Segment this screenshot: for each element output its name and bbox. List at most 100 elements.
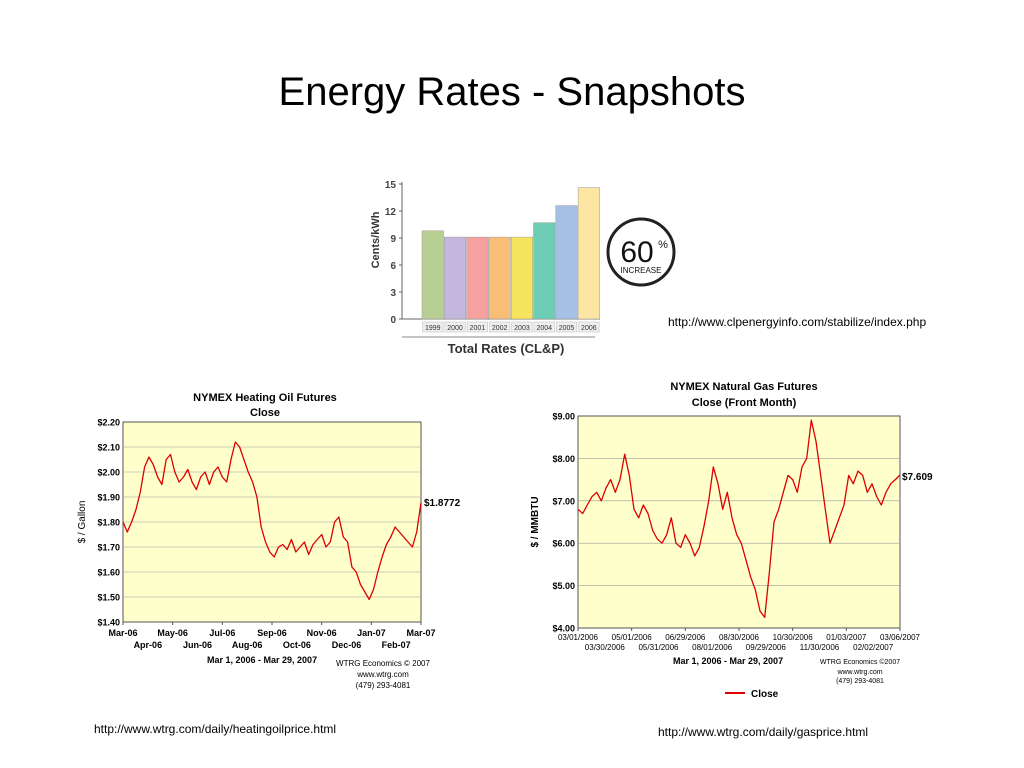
increase-badge: 60 % INCREASE (606, 217, 676, 287)
natural-gas-xtick-label: 09/29/2006 (746, 643, 787, 652)
total-rates-xtick-box (466, 321, 488, 333)
total-rates-xtick-label: 2003 (514, 325, 530, 332)
heating-oil-ytick-label: $2.20 (97, 418, 120, 428)
natural-gas-xtick-label: 11/30/2006 (800, 643, 840, 652)
total-rates-xtick-box (556, 321, 578, 333)
total-rates-xtick-label: 2004 (536, 325, 552, 332)
natural-gas-plot-area (577, 415, 901, 629)
total-rates-ytick-label: 15 (385, 180, 397, 191)
heating-oil-daterange: Mar 1, 2006 - Mar 29, 2007 (207, 655, 317, 665)
natural-gas-credit-3: (479) 293-4081 (836, 678, 884, 685)
total-rates-xtick-label: 2000 (447, 325, 463, 332)
heating-oil-last-label: $1.8772 (424, 498, 461, 509)
natural-gas-xtick-label: 03/01/2006 (558, 633, 599, 642)
natural-gas-ytick-label: $6.00 (552, 539, 575, 549)
heating-oil-xtick-label: Feb-07 (382, 640, 411, 650)
natural-gas-xtick-label: 03/06/2007 (880, 633, 921, 642)
heating-oil-xtick-label: Nov-06 (307, 628, 337, 638)
total-rates-xtick-box (578, 321, 600, 333)
total-rates-ytick-label: 9 (390, 234, 396, 245)
natural-gas-credit-2: www.wtrg.com (836, 669, 882, 676)
badge-percent: % (658, 239, 668, 251)
natural-gas-series-line (577, 419, 901, 619)
total-rates-xtick-box (422, 321, 444, 333)
total-rates-bar (421, 230, 444, 320)
heating-oil-source-link[interactable]: http://www.wtrg.com/daily/heatingoilpric… (94, 722, 337, 736)
natural-gas-xtick-label: 06/29/2006 (665, 633, 706, 642)
heating-oil-xtick-label: Mar-06 (108, 628, 137, 638)
heating-oil-xtick-label: May-06 (157, 628, 188, 638)
total-rates-xtick-box (511, 321, 533, 333)
heating-oil-ytick-label: $1.70 (97, 543, 120, 553)
heating-oil-xtick-label: Sep-06 (257, 628, 287, 638)
heating-oil-xtick-label: Jan-07 (357, 628, 386, 638)
natural-gas-ytick-label: $8.00 (552, 454, 575, 464)
heating-oil-series-line (122, 441, 422, 601)
gas-source-link[interactable]: http://www.wtrg.com/daily/gasprice.html (658, 725, 869, 739)
natural-gas-xtick-label: 08/30/2006 (719, 633, 760, 642)
badge-text: INCREASE (621, 266, 662, 275)
heating-oil-ytick-label: $1.90 (97, 493, 120, 503)
heating-oil-xtick-label: Jun-06 (183, 640, 212, 650)
total-rates-bar (488, 236, 511, 320)
natural-gas-xtick-label: 02/02/2007 (853, 643, 894, 652)
natural-gas-ylabel: $ / MMBTU (530, 496, 541, 547)
total-rates-ytick-label: 3 (390, 288, 396, 299)
slide-title: Energy Rates - Snapshots (278, 70, 746, 114)
total-rates-xtick-box (489, 321, 511, 333)
total-rates-xtick-label: 2001 (470, 325, 486, 332)
total-rates-plot: 0 3 6 9 12 15 1999 2000 2001 2002 2003 2004 2005 2006 (385, 180, 600, 338)
heating-oil-ytick-label: $1.60 (97, 568, 120, 578)
heating-oil-credit-1: WTRG Economics © 2007 (336, 659, 430, 668)
total-rates-bar (555, 205, 578, 320)
total-rates-bar (577, 187, 600, 320)
total-rates-chart: 0 3 6 9 12 15 1999 2000 2001 2002 2003 2004 2005 2006… (370, 180, 676, 356)
heating-oil-ytick-label: $1.80 (97, 518, 120, 528)
natural-gas-ytick-label: $4.00 (552, 624, 575, 634)
total-rates-xtick-label: 2005 (559, 325, 575, 332)
heating-oil-xtick-label: Jul-06 (209, 628, 235, 638)
heating-oil-chart: NYMEX Heating Oil Futures Close $2.20 $2.… (77, 392, 461, 690)
heating-oil-title: NYMEX Heating Oil Futures (193, 392, 337, 404)
natural-gas-xtick-label: 01/03/2007 (826, 633, 867, 642)
total-rates-xtick-label: 2006 (581, 325, 597, 332)
natural-gas-daterange: Mar 1, 2006 - Mar 29, 2007 (673, 656, 783, 666)
badge-number: 60 (620, 236, 653, 269)
natural-gas-legend-label: Close (751, 689, 779, 700)
natural-gas-title: NYMEX Natural Gas Futures (670, 381, 817, 393)
natural-gas-chart: NYMEX Natural Gas Futures Close (Front M… (530, 381, 933, 700)
heating-oil-credit-3: (479) 293-4081 (356, 681, 411, 690)
heating-oil-ytick-label: $2.00 (97, 468, 120, 478)
heating-oil-xtick-label: Oct-06 (283, 640, 311, 650)
heating-oil-xtick-label: Apr-06 (134, 640, 163, 650)
heating-oil-credit-2: www.wtrg.com (356, 670, 409, 679)
total-rates-xtick-label: 1999 (425, 325, 441, 332)
total-rates-xtick-box (533, 321, 555, 333)
total-rates-bar (444, 236, 467, 320)
natural-gas-xtick-label: 05/01/2006 (612, 633, 653, 642)
total-rates-ytick-label: 6 (390, 261, 396, 272)
natural-gas-credit-1: WTRG Economics ©2007 (820, 658, 900, 666)
heating-oil-subtitle: Close (250, 407, 280, 419)
heating-oil-ytick-label: $1.40 (97, 618, 120, 628)
heating-oil-ytick-label: $1.50 (97, 593, 120, 603)
clp-source-link[interactable]: http://www.clpenergyinfo.com/stabilize/i… (668, 315, 927, 329)
total-rates-bar (510, 236, 533, 320)
natural-gas-ytick-label: $7.00 (552, 496, 575, 506)
total-rates-bar (533, 222, 556, 320)
natural-gas-ytick-label: $9.00 (552, 412, 575, 422)
natural-gas-subtitle: Close (Front Month) (692, 397, 797, 409)
heating-oil-xtick-label: Mar-07 (406, 628, 435, 638)
natural-gas-last-label: $7.609 (902, 472, 933, 483)
total-rates-title: Total Rates (CL&P) (448, 341, 565, 356)
natural-gas-legend: Close (725, 689, 779, 700)
heating-oil-xtick-label: Aug-06 (232, 640, 263, 650)
heating-oil-xtick-label: Dec-06 (332, 640, 362, 650)
heating-oil-ylabel: $ / Gallon (77, 501, 88, 544)
total-rates-bar (466, 236, 489, 320)
total-rates-ylabel: Cents/kWh (370, 211, 382, 268)
heating-oil-plot: $2.20 $2.10 $2.00 $1.90 $1.80 $1.70 $1.60 $1.50… (97, 418, 435, 651)
natural-gas-xtick-label: 08/01/2006 (692, 643, 733, 652)
total-rates-ytick-label: 0 (390, 315, 396, 326)
total-rates-ytick-label: 12 (385, 207, 397, 218)
